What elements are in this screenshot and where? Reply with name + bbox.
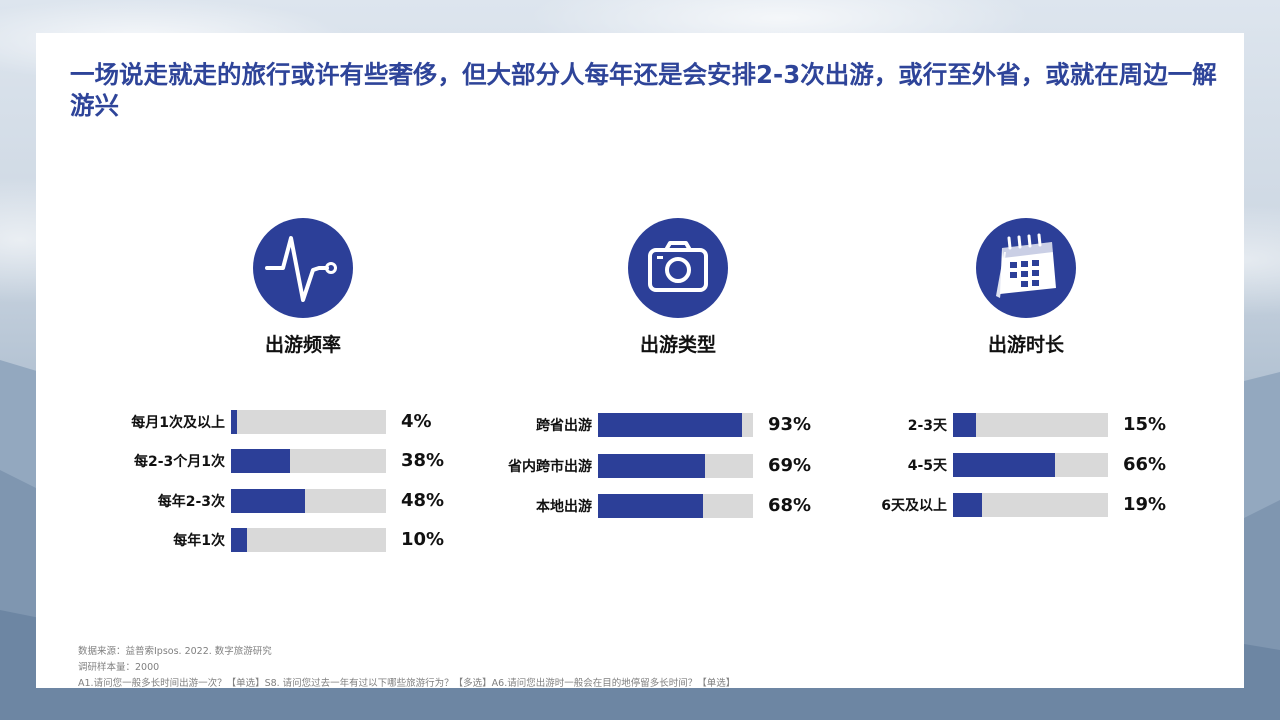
- bar-track: [598, 494, 753, 518]
- bar-value-label: 93%: [768, 414, 812, 435]
- bar: [598, 494, 704, 518]
- bar-value-label: 15%: [1123, 414, 1167, 435]
- panel-title-frequency: 出游频率: [264, 334, 341, 356]
- bar: [231, 527, 247, 552]
- panel-title-duration: 出游时长: [987, 334, 1064, 356]
- bar-label: 本地出游: [536, 499, 592, 515]
- bar-label: 省内跨市出游: [508, 458, 592, 475]
- bar-label: 每年2-3次: [157, 493, 225, 510]
- bar-label: 每2-3个月1次: [133, 454, 225, 471]
- panel-duration: 出游时长 2-3天 15% 4-5天 66% 6天及以上 19%: [819, 218, 1199, 538]
- bar-label: 2-3天: [907, 418, 947, 434]
- bar-track: [598, 453, 753, 478]
- bar-value-label: 68%: [768, 495, 812, 516]
- bar-row: 本地出游 68%: [464, 494, 844, 518]
- bar: [598, 413, 743, 437]
- footnote-questions: A1.请问您一般多长时间出游一次？【单选】S8. 请问您过去一年有过以下哪些旅游…: [78, 678, 736, 689]
- content-card: 一场说走就走的旅行或许有些奢侈，但大部分人每年还是会安排2-3次出游，或行至外省…: [36, 33, 1244, 689]
- bar-track: [231, 449, 386, 474]
- bar-label: 跨省出游: [536, 418, 592, 434]
- bar-track: [231, 488, 386, 513]
- bar-row: 跨省出游 93%: [464, 413, 844, 437]
- bar-row: 2-3天 15%: [819, 413, 1199, 437]
- bar-label: 每月1次及以上: [131, 415, 225, 431]
- bar-value-label: 48%: [401, 489, 445, 511]
- bar-track: [953, 413, 1108, 437]
- bar: [231, 488, 306, 513]
- bar-row: 每年2-3次 48%: [96, 488, 476, 513]
- bar: [953, 413, 977, 437]
- bar-value-label: 4%: [401, 411, 432, 432]
- bar: [231, 410, 238, 434]
- bar-label: 每年1次: [173, 532, 225, 549]
- bar-track: [231, 410, 386, 434]
- bar-value-label: 38%: [401, 450, 445, 472]
- bar-value-label: 69%: [768, 454, 812, 476]
- bar-row: 省内跨市出游 69%: [464, 453, 844, 478]
- bar-track: [953, 493, 1108, 517]
- bar-value-label: 66%: [1123, 454, 1167, 475]
- bar-track: [598, 413, 753, 437]
- bar-track: [953, 453, 1108, 477]
- footnote-sample: 调研样本量：2000: [78, 662, 160, 673]
- bar: [953, 453, 1056, 477]
- calendar-icon: [976, 218, 1076, 318]
- bar-row: 6天及以上 19%: [819, 493, 1199, 517]
- bar-row: 每月1次及以上 4%: [96, 410, 476, 434]
- camera-icon: [628, 218, 728, 318]
- bar-row: 每2-3个月1次 38%: [96, 449, 476, 474]
- page-title: 一场说走就走的旅行或许有些奢侈，但大部分人每年还是会安排2-3次出游，或行至外省…: [70, 60, 1217, 120]
- bar-label: 6天及以上: [881, 498, 947, 514]
- bar: [231, 449, 290, 474]
- bar-value-label: 10%: [401, 528, 445, 550]
- bar-value-label: 19%: [1123, 494, 1167, 515]
- panel-title-type: 出游类型: [639, 334, 716, 356]
- bar: [598, 453, 705, 478]
- bar-row: 4-5天 66%: [819, 453, 1199, 477]
- pulse-icon: [253, 218, 353, 318]
- bar-label: 4-5天: [907, 458, 947, 474]
- panel-frequency: 出游频率 每月1次及以上 4% 每2-3个月1次 38% 每年2-3次 48% 每年1次 10…: [96, 218, 476, 552]
- bar: [953, 493, 983, 517]
- footnote-source: 数据来源：益普索Ipsos. 2022. 数字旅游研究: [78, 646, 272, 657]
- panel-type: 出游类型 跨省出游 93% 省内跨市出游 69% 本地出游 68%: [464, 218, 844, 538]
- bar-row: 每年1次 10%: [96, 527, 476, 552]
- bar-track: [231, 527, 386, 552]
